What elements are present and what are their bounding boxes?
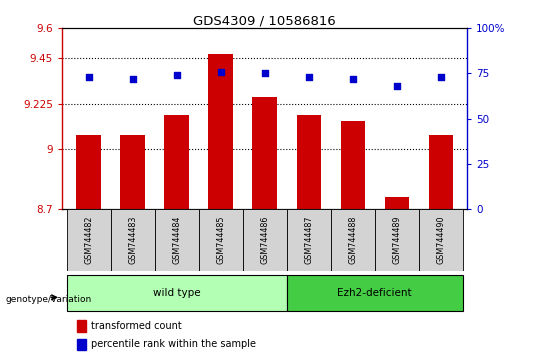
Bar	[66, 209, 111, 271]
Text: GSM744489: GSM744489	[392, 216, 401, 264]
Text: GSM744488: GSM744488	[348, 216, 357, 264]
Text: GSM744484: GSM744484	[172, 216, 181, 264]
Bar	[296, 115, 321, 209]
Bar	[375, 209, 418, 271]
Text: wild type: wild type	[153, 288, 200, 298]
Text: percentile rank within the sample: percentile rank within the sample	[91, 339, 255, 349]
Bar	[429, 135, 453, 209]
Point	[348, 76, 357, 82]
Bar	[199, 209, 242, 271]
Point	[393, 83, 401, 89]
Bar	[120, 135, 145, 209]
Bar	[287, 209, 330, 271]
Point	[436, 74, 445, 80]
Text: Ezh2-deficient: Ezh2-deficient	[338, 288, 412, 298]
Bar	[208, 55, 233, 209]
Bar	[66, 275, 287, 311]
Bar	[242, 209, 287, 271]
Point	[305, 74, 313, 80]
Bar	[418, 209, 463, 271]
Text: GSM744486: GSM744486	[260, 216, 269, 264]
Text: GSM744490: GSM744490	[436, 216, 445, 264]
Text: genotype/variation: genotype/variation	[5, 295, 92, 304]
Bar	[384, 197, 409, 209]
Bar	[154, 209, 199, 271]
Text: GSM744485: GSM744485	[216, 216, 225, 264]
Bar	[76, 135, 100, 209]
Point	[260, 71, 269, 76]
Point	[84, 74, 93, 80]
Bar	[330, 209, 375, 271]
Bar	[111, 209, 154, 271]
Point	[172, 73, 181, 78]
Text: GSM744482: GSM744482	[84, 216, 93, 264]
Bar	[77, 338, 85, 350]
Title: GDS4309 / 10586816: GDS4309 / 10586816	[193, 14, 336, 27]
Bar	[165, 115, 188, 209]
Text: transformed count: transformed count	[91, 321, 181, 331]
Bar	[253, 97, 276, 209]
Point	[128, 76, 137, 82]
Bar	[341, 121, 364, 209]
Point	[216, 69, 225, 74]
Bar	[77, 320, 85, 332]
Bar	[287, 275, 463, 311]
Text: GSM744483: GSM744483	[128, 216, 137, 264]
Text: GSM744487: GSM744487	[304, 216, 313, 264]
